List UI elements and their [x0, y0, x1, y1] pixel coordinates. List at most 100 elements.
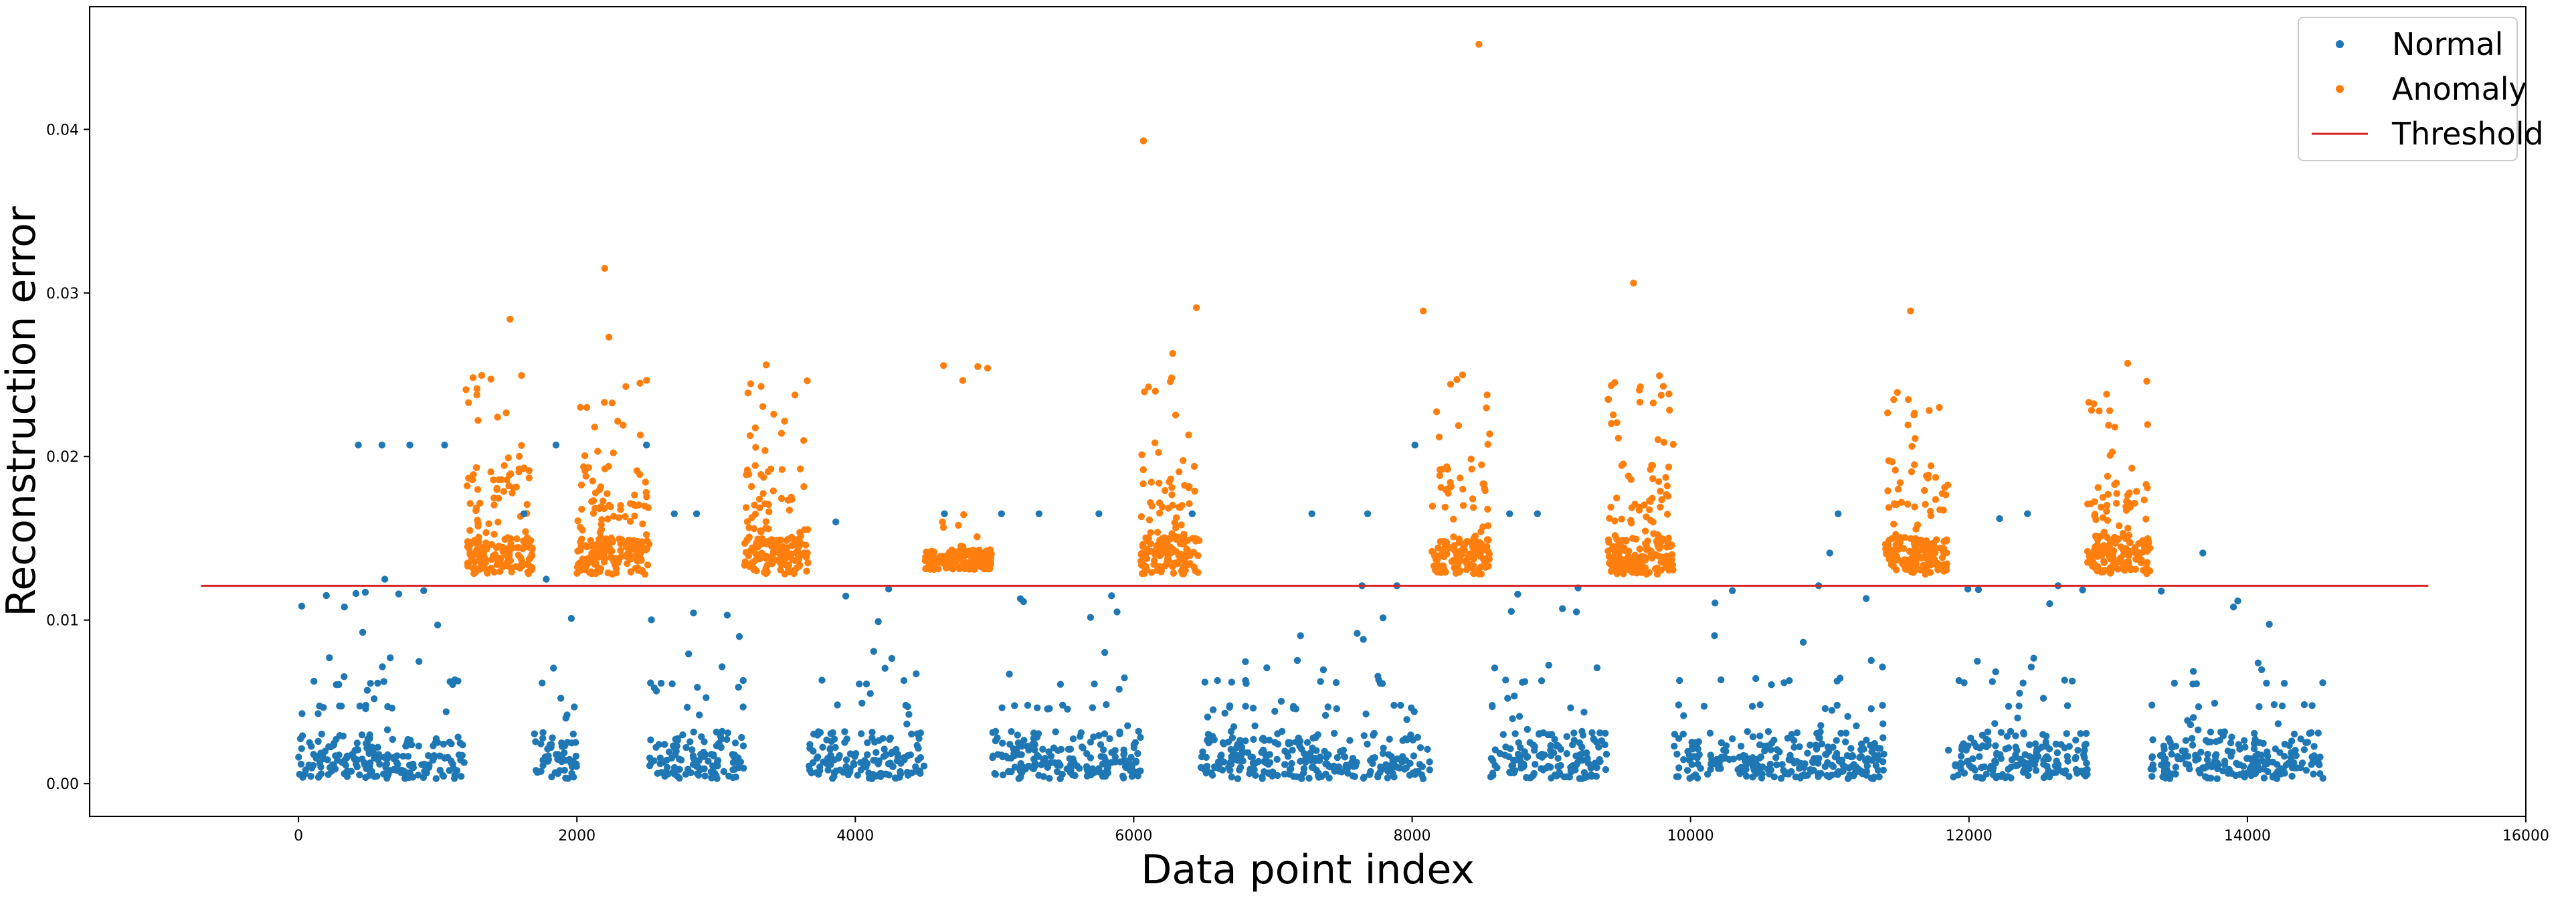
normal-point	[1519, 679, 1526, 686]
anomaly-point	[1162, 486, 1169, 495]
anomaly-point	[2104, 490, 2112, 498]
normal-point	[1829, 743, 1837, 751]
anomaly-point	[1627, 519, 1635, 527]
normal-point	[864, 739, 871, 747]
normal-point	[1522, 751, 1529, 759]
normal-point	[690, 728, 698, 736]
normal-point	[2256, 739, 2264, 747]
normal-point	[1397, 701, 1404, 709]
normal-point	[1737, 764, 1745, 772]
normal-point	[1993, 751, 2001, 758]
normal-point	[561, 749, 568, 757]
normal-point	[1332, 679, 1340, 687]
anomaly-point	[1665, 563, 1673, 570]
normal-point	[1101, 753, 1108, 761]
normal-point	[298, 745, 305, 753]
normal-point	[1813, 745, 1821, 753]
anomaly-point	[1436, 472, 1444, 479]
anomaly-point	[1926, 407, 1933, 414]
anomaly-point	[2098, 503, 2105, 511]
anomaly-point	[500, 488, 508, 495]
anomaly-point	[1663, 511, 1671, 518]
anomaly-point	[2094, 553, 2101, 560]
anomaly-point	[752, 549, 759, 557]
anomaly-point	[608, 534, 615, 542]
anomaly-point	[573, 569, 581, 577]
anomaly-point	[612, 556, 620, 563]
anomaly-point	[1911, 461, 1918, 468]
normal-point	[1274, 772, 1281, 780]
normal-point	[1024, 701, 1032, 709]
normal-point	[1863, 762, 1871, 770]
anomaly-point	[1154, 529, 1162, 536]
normal-point	[341, 603, 348, 611]
normal-point	[2023, 765, 2031, 773]
normal-point	[2189, 668, 2197, 675]
normal-point	[1277, 697, 1285, 705]
normal-point	[2002, 745, 2009, 753]
anomaly-point	[955, 521, 962, 529]
normal-point	[1815, 770, 1822, 778]
normal-point	[1514, 750, 1522, 758]
anomaly-point	[2115, 522, 2123, 529]
normal-point	[1007, 754, 1015, 762]
normal-point	[397, 766, 405, 774]
anomaly-point	[631, 513, 638, 520]
normal-point	[850, 759, 858, 767]
anomaly-point	[769, 551, 777, 559]
normal-point	[858, 699, 866, 707]
normal-point	[1551, 735, 1558, 743]
anomaly-point	[1452, 569, 1460, 577]
normal-point	[989, 729, 996, 736]
normal-point	[1756, 701, 1764, 709]
anomaly-point	[504, 562, 511, 570]
anomaly-point	[1926, 541, 1934, 549]
normal-point	[2072, 736, 2080, 744]
normal-point	[1496, 749, 1503, 757]
normal-point	[1737, 742, 1745, 750]
anomaly-point	[473, 385, 481, 393]
normal-point	[2014, 714, 2021, 722]
normal-point	[717, 732, 725, 739]
normal-point	[1116, 728, 1123, 736]
anomaly-point	[1457, 555, 1464, 563]
anomaly-point	[644, 561, 652, 569]
anomaly-point	[2144, 421, 2151, 428]
normal-point	[2297, 735, 2304, 743]
normal-point	[2256, 766, 2263, 774]
normal-point	[2189, 741, 2197, 749]
normal-point	[1581, 774, 1588, 782]
anomaly-point	[1145, 516, 1154, 524]
anomaly-point	[1476, 539, 1483, 546]
normal-point	[564, 775, 572, 782]
normal-point	[1822, 751, 1829, 758]
normal-point	[904, 703, 911, 711]
normal-point	[1493, 764, 1501, 772]
normal-point	[1777, 775, 1785, 782]
anomaly-point	[525, 474, 533, 482]
normal-point	[2081, 746, 2088, 754]
normal-point	[2302, 767, 2310, 774]
normal-point	[2016, 689, 2023, 697]
normal-point	[1349, 772, 1357, 780]
normal-point	[1675, 773, 1682, 780]
anomaly-point	[742, 549, 750, 556]
normal-point	[380, 678, 387, 685]
normal-point	[1964, 757, 1972, 765]
normal-point	[563, 739, 571, 746]
anomaly-point	[1940, 567, 1948, 575]
normal-point	[1502, 743, 1509, 751]
normal-point	[1595, 743, 1602, 751]
normal-point	[1354, 630, 1361, 637]
normal-point	[1689, 745, 1696, 753]
anomaly-point	[579, 555, 586, 563]
anomaly-point	[1470, 535, 1477, 542]
anomaly-point	[1190, 462, 1198, 470]
normal-point	[1201, 679, 1209, 686]
normal-point	[2211, 699, 2219, 707]
anomaly-point	[1459, 371, 1467, 379]
anomaly-point	[1943, 560, 1950, 567]
normal-point	[1018, 769, 1026, 776]
normal-point	[1833, 737, 1840, 744]
normal-point	[655, 741, 662, 748]
